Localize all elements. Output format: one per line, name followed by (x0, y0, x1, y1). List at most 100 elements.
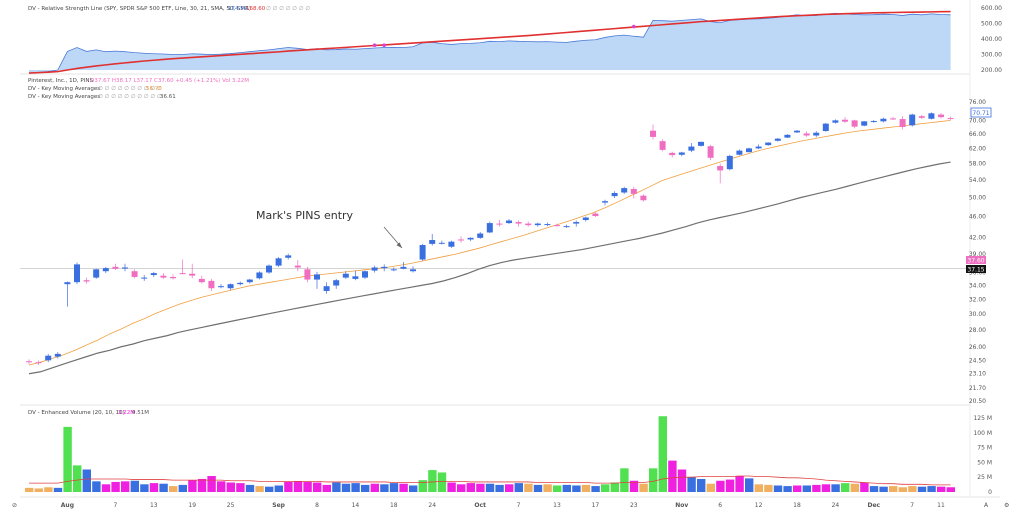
x-axis-tick-label: Aug (61, 502, 74, 509)
volume-bar (581, 484, 591, 492)
volume-bar (332, 482, 341, 492)
volume-bar (745, 478, 754, 492)
volume-bar (562, 484, 571, 492)
candle-body (947, 118, 954, 120)
volume-bar (265, 486, 274, 492)
candle-body (678, 152, 685, 155)
volume-bar (668, 460, 677, 492)
volume-bar (255, 486, 264, 492)
rs-legend-ma-value: 168.60 (246, 6, 266, 12)
candle-body (467, 237, 474, 240)
volume-axis-tick-label: 125 M (973, 415, 992, 422)
volume-bar (437, 472, 447, 492)
candle-body (650, 130, 656, 137)
slow-moving-average-line (28, 161, 951, 375)
volume-bar (341, 483, 351, 492)
candle-body (822, 123, 829, 132)
candle-body (534, 223, 541, 226)
candle-body (525, 223, 532, 226)
price-axis-tick-label: 39.00 (969, 251, 986, 258)
x-axis-tick-label: 17 (592, 502, 600, 509)
candle-body (851, 120, 858, 127)
volume-bar (322, 484, 331, 492)
volume-bar (178, 484, 187, 492)
candle-body (26, 361, 32, 363)
x-axis-tick-label: 13 (553, 502, 561, 509)
volume-bar (601, 484, 610, 492)
x-axis-tick-label: 12 (755, 502, 763, 509)
volume-bar (610, 482, 619, 492)
x-axis-tick-label: 11 (937, 502, 945, 509)
x-axis-tick-label: 7 (113, 502, 117, 509)
x-axis-tick-label: 19 (188, 502, 196, 509)
candle-body (35, 362, 42, 364)
candle-body (909, 114, 916, 126)
volume-axis-tick-label: 75 M (977, 445, 992, 452)
price-axis-tick-label: 26.00 (969, 344, 986, 351)
black-price-tag-box (966, 265, 986, 273)
volume-bar (34, 488, 43, 492)
candle-body (688, 146, 695, 151)
rs-line (28, 12, 951, 74)
rs-new-high-marker (372, 43, 377, 47)
candle-body (390, 269, 397, 271)
volume-bar (217, 481, 226, 492)
volume-bar (649, 468, 658, 492)
volume-bar (457, 484, 466, 492)
candle-body (179, 273, 186, 275)
candle-body (112, 266, 119, 269)
auto-scale-icon[interactable]: A (984, 502, 989, 509)
candle-body (256, 272, 263, 279)
volume-bar (553, 485, 562, 492)
x-axis-tick-label: 24 (428, 502, 436, 509)
rs-legend-title: DV - Relative Strength Line (SPY, SPDR S… (28, 6, 251, 12)
volume-bar (466, 483, 475, 492)
ohlc-legend: O37.67 H38.17 L37.17 C37.60 +0.45 (+1.21… (90, 78, 249, 84)
candle-body (285, 255, 292, 258)
candle-body (803, 133, 810, 136)
candle-body (227, 284, 234, 289)
candle-body (131, 271, 138, 277)
volume-bar (121, 481, 130, 492)
candle-body (861, 121, 868, 126)
candle-body (266, 265, 272, 273)
candle-body (74, 264, 80, 283)
rs-legend-icons: ∅ ∅ ∅ ∅ ∅ ∅ ∅ (266, 6, 310, 12)
candle-body (45, 355, 52, 361)
volume-bar (495, 484, 504, 492)
candle-body (784, 134, 791, 138)
candle-body (813, 132, 820, 136)
volume-bar (802, 485, 811, 492)
volume-bar (697, 478, 706, 492)
volume-bar (197, 478, 207, 492)
scroll-left-icon[interactable]: ⊘ (12, 502, 17, 509)
ma1-legend-icons: ∅ ∅ ∅ ∅ ∅ ∅ ∅ ∅ ∅ ∅ (98, 86, 162, 92)
volume-bar (111, 481, 120, 492)
volume-bar (831, 484, 840, 492)
candle-body (669, 152, 676, 156)
candle-body (621, 188, 628, 193)
candle-body (774, 138, 781, 141)
candle-body (429, 240, 436, 244)
volume-axis-tick-label: 25 M (977, 474, 992, 481)
volume-legend-avg-value: 9.51M (132, 410, 149, 416)
volume-bar (418, 480, 427, 492)
settings-gear-icon[interactable]: ⚙ (1004, 502, 1009, 509)
candle-body (237, 282, 244, 285)
volume-legend-title: DV - Enhanced Volume (20, 10, 10) (28, 410, 125, 416)
rs-axis-tick-label: 300.00 (981, 52, 1002, 59)
x-axis-tick-label: 18 (390, 502, 398, 509)
entry-annotation: Mark's PINS entry (256, 209, 403, 249)
candle-body (544, 224, 551, 226)
rs-area-fill (29, 13, 951, 74)
volume-bar (476, 483, 485, 492)
volume-bar (927, 486, 936, 492)
candle-body (630, 188, 637, 194)
volume-bar (505, 484, 514, 492)
rs-legend-value: 174.54 (228, 6, 248, 12)
last-price-tag-box (970, 107, 992, 118)
candle-body (842, 119, 848, 122)
candle-body (400, 266, 407, 269)
pink-price-tag-box (966, 256, 986, 264)
